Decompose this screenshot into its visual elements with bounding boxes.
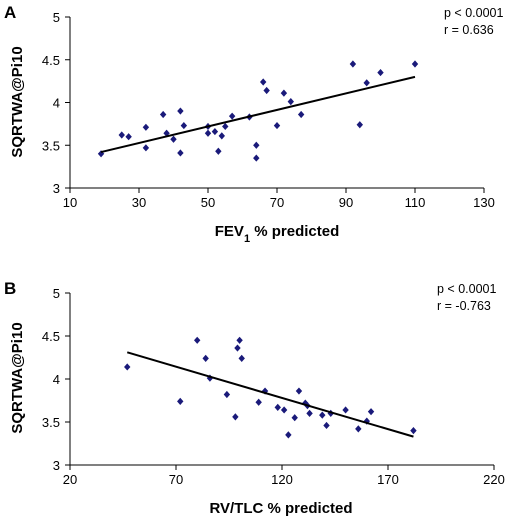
data-point <box>411 60 419 68</box>
data-point <box>273 121 281 130</box>
panel-a-r-value: r = 0.636 <box>444 23 494 37</box>
data-point <box>238 354 245 362</box>
data-point <box>118 131 125 139</box>
data-point <box>202 354 209 362</box>
y-tick-label: 4 <box>53 372 60 387</box>
data-point <box>295 387 303 395</box>
data-point <box>142 144 150 152</box>
panel-a-letter: A <box>4 3 16 22</box>
x-tick-label: 30 <box>132 195 146 210</box>
panel-b-p-value: p < 0.0001 <box>437 282 496 296</box>
panel-b-letter: B <box>4 279 16 298</box>
panel-a-x-title-subscript: 1 <box>244 233 250 245</box>
panel-b-x-axis-title: RV/TLC % predicted <box>209 500 352 517</box>
panel-b-trendline <box>126 351 414 438</box>
panel-a-x-axis-title: FEV1 % predicted <box>215 223 340 245</box>
x-tick-label: 70 <box>270 195 284 210</box>
data-point <box>285 431 292 439</box>
x-tick-label: 10 <box>63 195 77 210</box>
data-point <box>280 89 288 97</box>
x-tick-label: 50 <box>201 195 215 210</box>
data-point <box>234 344 241 352</box>
data-point <box>228 112 236 120</box>
panel-a-y-ticks: 3 3.5 4 4.5 5 <box>42 10 70 196</box>
data-point <box>287 98 294 106</box>
data-point <box>211 127 219 136</box>
data-point <box>206 374 214 382</box>
data-point <box>253 154 260 162</box>
panel-b-x-ticks: 20 70 120 170 220 <box>63 465 505 487</box>
y-tick-label: 4.5 <box>42 329 60 344</box>
panel-a-p-value: p < 0.0001 <box>444 6 503 20</box>
data-point <box>274 403 281 411</box>
panel-b-r-value: r = -0.763 <box>437 299 491 313</box>
data-point <box>260 78 267 86</box>
data-point <box>297 110 305 119</box>
data-point <box>363 79 370 87</box>
x-tick-label: 90 <box>339 195 353 210</box>
data-point <box>323 421 330 430</box>
data-point <box>342 406 349 414</box>
data-point <box>223 390 231 399</box>
panel-a-trendline <box>100 75 416 154</box>
panel-b: B 3 3.5 4 4.5 5 20 70 120 170 220 p < 0.0001 r =… <box>4 279 505 517</box>
x-tick-label: 20 <box>63 472 77 487</box>
y-tick-label: 3.5 <box>42 138 60 153</box>
data-point <box>263 86 270 95</box>
data-point <box>349 60 357 68</box>
panel-a: A 33.544.55 10 30 50 70 90 110 130 p < 0.0001 … <box>4 3 503 245</box>
panel-a-y-axis-title: SQRTWA@Pi10 <box>9 46 26 157</box>
panel-a-x-title-rest: % predicted <box>250 223 339 240</box>
data-point <box>280 406 288 414</box>
data-point <box>170 135 177 143</box>
y-tick-label: 4 <box>53 96 60 111</box>
data-point <box>236 336 243 344</box>
y-tick-label: 3.5 <box>42 415 60 430</box>
panel-b-y-axis-title: SQRTWA@Pi10 <box>9 322 26 433</box>
data-point <box>355 425 362 433</box>
data-point <box>177 107 184 115</box>
data-point <box>356 121 363 129</box>
x-tick-label: 120 <box>271 472 293 487</box>
data-point <box>291 414 298 422</box>
data-point <box>255 398 262 406</box>
data-point <box>232 413 239 421</box>
data-point <box>142 123 150 131</box>
panel-a-points <box>97 60 419 162</box>
data-point <box>177 397 184 405</box>
data-point <box>180 121 188 130</box>
x-tick-label: 170 <box>377 472 399 487</box>
panel-a-x-title-main: FEV <box>215 223 244 240</box>
data-point <box>159 110 167 119</box>
data-point <box>253 141 260 149</box>
x-tick-label: 130 <box>473 195 495 210</box>
panel-a-x-ticks: 10 30 50 70 90 110 130 <box>63 188 495 210</box>
data-point <box>124 363 131 371</box>
data-point <box>204 129 212 137</box>
data-point <box>367 408 375 416</box>
data-point <box>177 149 184 157</box>
y-tick-label: 3 <box>53 458 60 473</box>
data-point <box>125 133 132 141</box>
data-point <box>319 411 326 419</box>
y-tick-label: 3 <box>53 181 60 196</box>
data-point <box>327 409 334 417</box>
x-tick-label: 70 <box>169 472 183 487</box>
y-tick-label: 5 <box>53 286 60 301</box>
data-point <box>215 147 222 155</box>
data-point <box>410 427 417 435</box>
data-point <box>222 122 229 131</box>
data-point <box>194 336 201 344</box>
y-tick-label: 5 <box>53 10 60 25</box>
data-point <box>218 132 225 140</box>
panel-b-points <box>124 336 417 439</box>
x-tick-label: 220 <box>483 472 505 487</box>
y-tick-label: 4.5 <box>42 53 60 68</box>
data-point <box>377 68 384 77</box>
data-point <box>306 409 313 417</box>
x-tick-label: 110 <box>405 195 426 210</box>
panel-b-y-ticks: 3 3.5 4 4.5 5 <box>42 286 70 473</box>
